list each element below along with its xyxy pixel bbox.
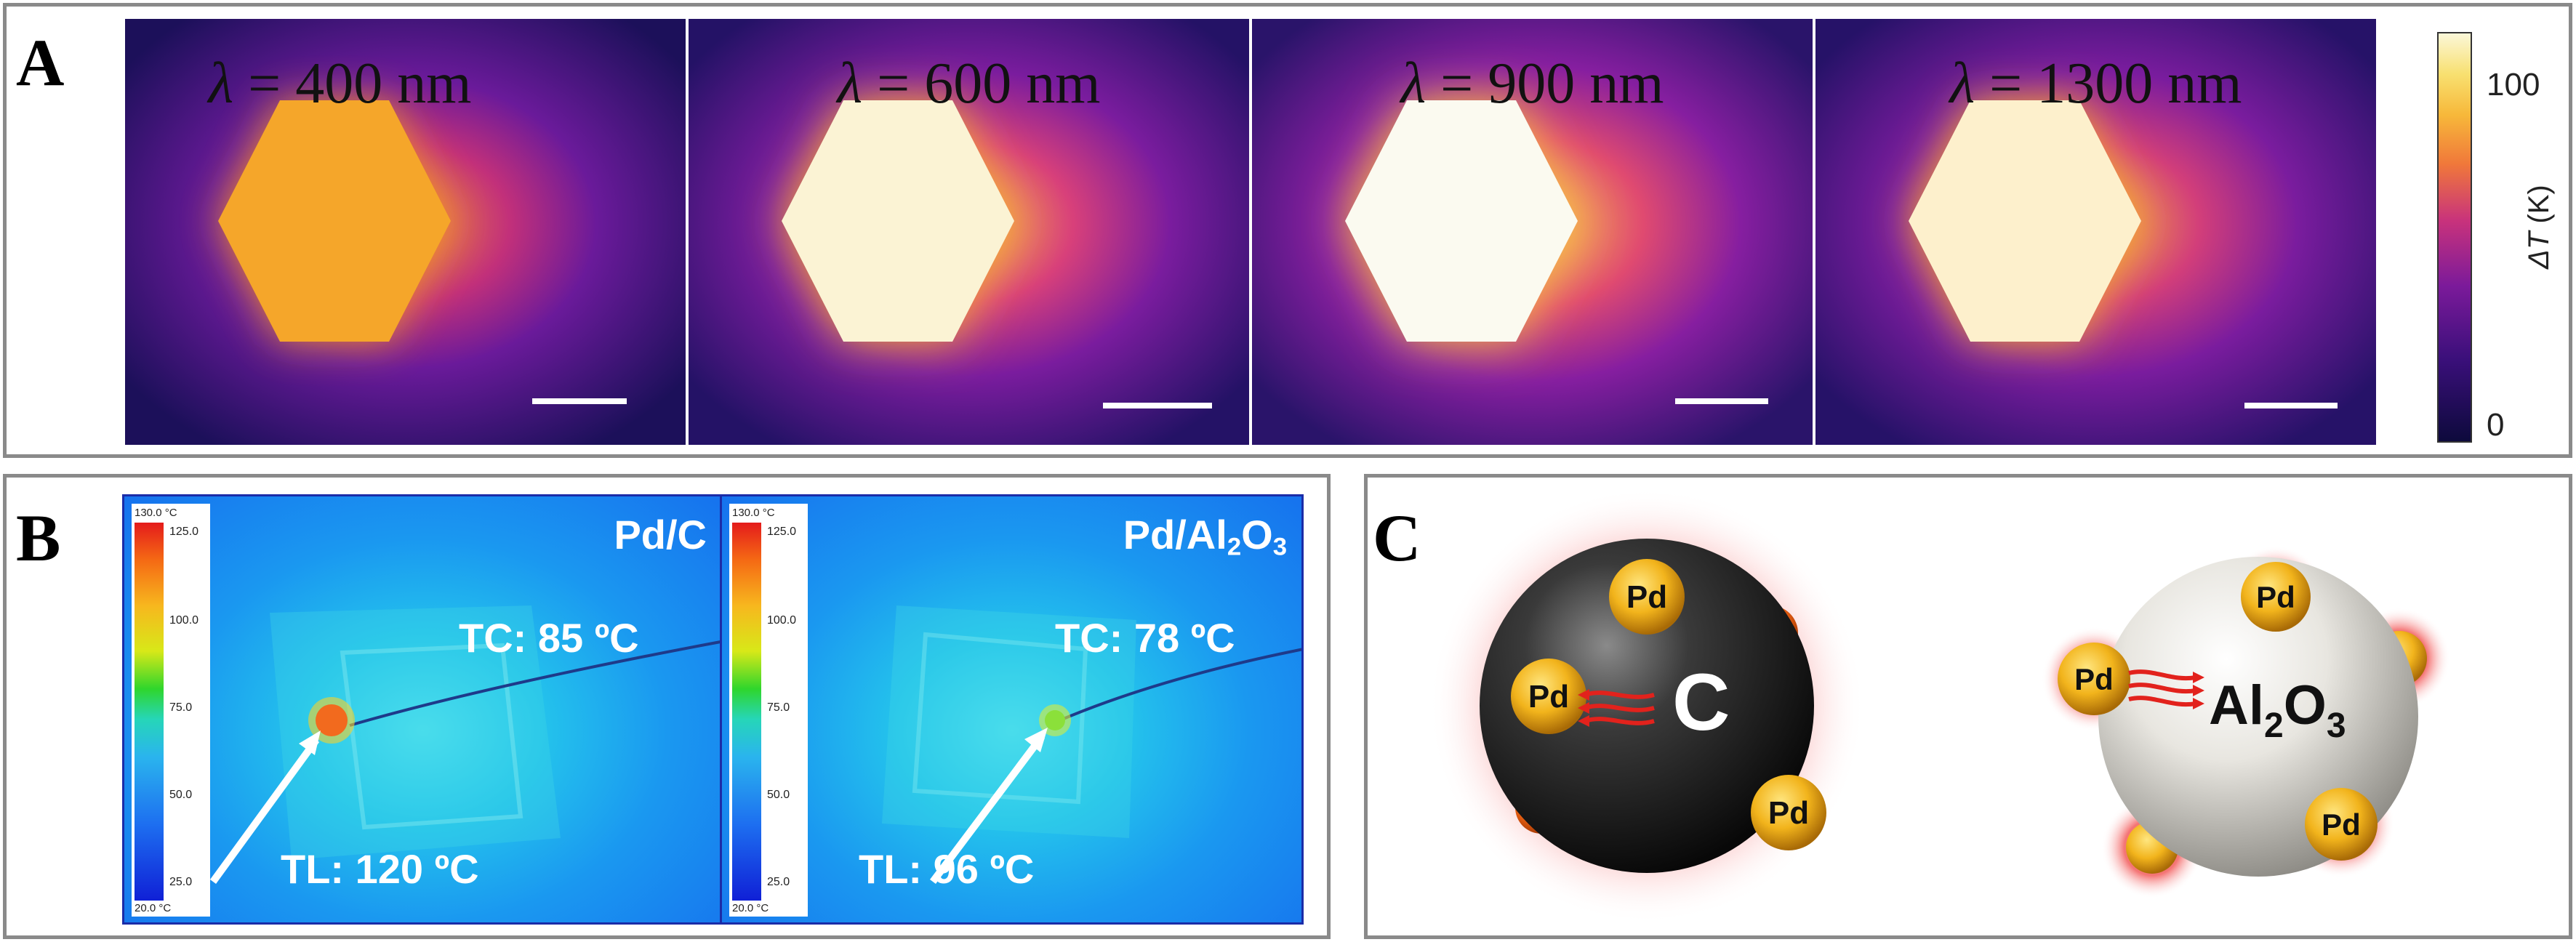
pd-text-4: Pd	[2256, 580, 2295, 614]
pd-text-5: Pd	[2074, 662, 2114, 696]
panel-c-label: C	[1373, 501, 1421, 575]
carbon-sphere	[1480, 539, 1814, 873]
panel-b-label: B	[16, 501, 61, 575]
colorbar-label: ΔT (K)	[2523, 185, 2555, 269]
colorbar-tick-100: 100	[2487, 67, 2540, 102]
panel-a-label: A	[16, 25, 65, 100]
wavelength-label-3: λ = 900 nm	[1400, 52, 1664, 116]
temperature-scale-2: 130.0 °C 125.0 100.0 75.0 50.0 25.0 20.0…	[729, 504, 808, 917]
heat-transfer-arrows-right	[2128, 669, 2204, 709]
support-label-al2o3: Al2O3	[2209, 675, 2346, 745]
tl-reading-1: TL: 120 ºC	[281, 846, 479, 892]
thermal-map-1: λ = 400 nm	[125, 19, 686, 445]
thermal-image-pd-al2o3: 130.0 °C 125.0 100.0 75.0 50.0 25.0 20.0…	[720, 494, 1304, 925]
thermal-image-pd-c: 130.0 °C 125.0 100.0 75.0 50.0 25.0 20.0…	[122, 494, 723, 925]
pd-text-3: Pd	[1768, 795, 1809, 831]
pd-particle-al-left	[2058, 643, 2130, 715]
wavelength-label-4: λ = 1300 nm	[1949, 52, 2242, 116]
colorbar-tick-0: 0	[2487, 407, 2505, 443]
thermal-map-3: λ = 900 nm	[1252, 19, 1813, 445]
wavelength-label-1: λ = 400 nm	[208, 52, 472, 116]
pd-text-6: Pd	[2322, 808, 2361, 842]
thermal-map-4: λ = 1300 nm	[1815, 19, 2376, 445]
thermal-map-2: λ = 600 nm	[689, 19, 1249, 445]
sample-title-pd-al2o3: Pd/Al2O3	[1123, 512, 1287, 561]
pd-particle-al-top	[2241, 562, 2311, 632]
tc-reading-2: TC: 78 ºC	[1055, 615, 1235, 661]
pd-text-2: Pd	[1528, 679, 1569, 714]
support-label-c: C	[1672, 658, 1730, 747]
pd-particle-top	[1609, 559, 1685, 635]
pd-particle-left	[1511, 659, 1586, 734]
tc-reading-1: TC: 85 ºC	[459, 615, 639, 661]
tl-reading-2: TL: 96 ºC	[859, 846, 1035, 892]
pd-particle-al-right	[2305, 788, 2378, 861]
schematic-c: C Pd Pd Pd Al2O3 Pd Pd Pd	[1367, 477, 2569, 936]
sample-title-pd-c: Pd/C	[614, 512, 707, 557]
pd-particle-right	[1751, 775, 1826, 850]
temperature-scale-1: 130.0 °C 125.0 100.0 75.0 50.0 25.0 20.0…	[132, 504, 210, 917]
pd-text-1: Pd	[1626, 579, 1667, 615]
colorbar	[2437, 32, 2472, 443]
wavelength-label-2: λ = 600 nm	[837, 52, 1101, 116]
heat-transfer-arrows-left	[1578, 689, 1655, 727]
